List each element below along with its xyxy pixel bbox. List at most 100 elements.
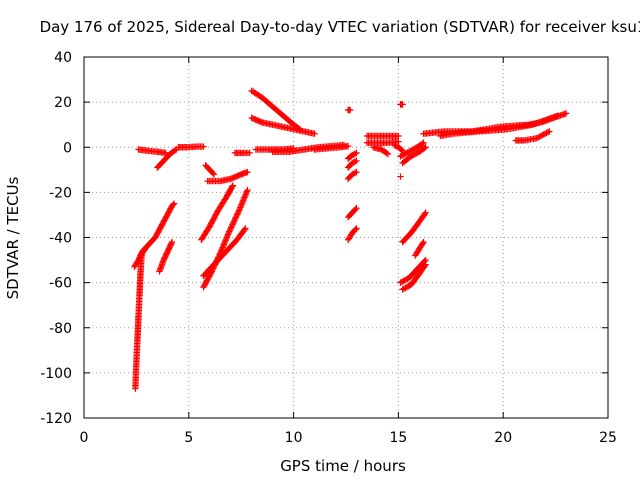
data-point bbox=[351, 158, 359, 165]
data-point bbox=[344, 142, 352, 150]
data-point bbox=[353, 168, 360, 176]
data-point bbox=[168, 238, 176, 246]
x-tick-label: 25 bbox=[599, 430, 617, 446]
data-point bbox=[230, 218, 238, 225]
data-point bbox=[233, 212, 240, 220]
data-point bbox=[397, 279, 404, 286]
data-point bbox=[419, 240, 426, 247]
data-point bbox=[234, 210, 241, 217]
grid-lines bbox=[84, 57, 608, 418]
data-point bbox=[411, 145, 418, 152]
data-point bbox=[534, 134, 542, 141]
data-point bbox=[408, 147, 415, 154]
data-point bbox=[404, 149, 411, 156]
data-point bbox=[562, 110, 570, 117]
data-point bbox=[170, 200, 178, 207]
x-tick-label: 10 bbox=[285, 430, 303, 446]
data-point bbox=[171, 147, 179, 154]
data-point bbox=[229, 182, 237, 189]
data-point bbox=[399, 286, 406, 293]
data-point bbox=[353, 204, 360, 212]
data-point bbox=[422, 144, 429, 151]
data-point bbox=[169, 201, 177, 208]
data-point bbox=[400, 285, 408, 292]
data-point bbox=[413, 150, 420, 157]
x-tick-label: 20 bbox=[494, 430, 512, 446]
y-tick-label: 20 bbox=[54, 95, 72, 111]
data-point bbox=[402, 284, 409, 292]
data-point bbox=[226, 228, 233, 235]
data-point bbox=[541, 130, 549, 137]
data-point bbox=[246, 149, 253, 157]
x-tick-label: 0 bbox=[80, 430, 89, 446]
data-point bbox=[536, 133, 543, 140]
y-tick-label: 40 bbox=[54, 50, 72, 66]
data-point bbox=[229, 221, 236, 228]
data-point bbox=[226, 226, 234, 234]
data-point bbox=[227, 225, 234, 232]
y-tick-label: -120 bbox=[40, 411, 72, 427]
data-point bbox=[349, 171, 356, 178]
data-point bbox=[404, 283, 412, 290]
data-point bbox=[400, 277, 407, 285]
data-point bbox=[352, 206, 359, 213]
chart-title: Day 176 of 2025, Sidereal Day-to-day VTE… bbox=[40, 18, 640, 36]
data-point bbox=[235, 208, 242, 216]
y-axis-ticks: -120 -100 -80 -60 -40 -20 0 20 40 bbox=[40, 50, 608, 427]
data-point bbox=[397, 153, 404, 160]
data-point bbox=[543, 129, 550, 137]
data-point bbox=[353, 149, 360, 157]
data-point bbox=[537, 132, 545, 140]
data-point bbox=[349, 159, 356, 167]
data-point bbox=[398, 146, 405, 153]
data-point bbox=[233, 211, 241, 218]
data-point bbox=[346, 106, 354, 114]
data-point bbox=[351, 169, 359, 177]
data-point bbox=[351, 150, 359, 157]
data-point bbox=[244, 168, 251, 176]
data-point bbox=[228, 183, 236, 191]
data-point bbox=[409, 152, 416, 159]
data-point bbox=[403, 283, 410, 291]
data-point bbox=[395, 138, 402, 145]
data-point bbox=[419, 140, 426, 147]
x-tick-label: 5 bbox=[184, 430, 193, 446]
data-point bbox=[421, 262, 428, 270]
data-point bbox=[544, 129, 552, 136]
data-point bbox=[350, 159, 357, 166]
data-point bbox=[352, 226, 359, 233]
data-point bbox=[400, 151, 407, 158]
data-point bbox=[231, 215, 239, 223]
data-point bbox=[402, 150, 410, 157]
data-point bbox=[232, 214, 240, 221]
data-point bbox=[554, 112, 561, 119]
data-point bbox=[422, 261, 429, 268]
x-axis-ticks: 0 5 10 15 20 25 bbox=[80, 57, 617, 446]
data-point bbox=[228, 224, 235, 231]
data-point bbox=[230, 219, 237, 227]
data-point bbox=[539, 132, 546, 139]
data-point bbox=[399, 147, 406, 154]
data-point bbox=[407, 147, 414, 155]
data-point bbox=[540, 131, 547, 138]
data-point bbox=[392, 142, 399, 149]
data-point bbox=[311, 130, 318, 137]
data-point bbox=[411, 150, 419, 158]
data-point bbox=[395, 132, 402, 140]
data-point bbox=[401, 150, 408, 158]
data-point bbox=[397, 173, 404, 180]
data-point bbox=[350, 170, 357, 177]
data-point bbox=[209, 169, 217, 177]
data-point bbox=[533, 135, 540, 142]
x-axis-label: GPS time / hours bbox=[280, 457, 406, 475]
data-point bbox=[546, 128, 553, 135]
y-tick-label: -80 bbox=[49, 321, 72, 337]
data-point bbox=[383, 149, 390, 157]
data-point bbox=[420, 238, 427, 246]
data-point bbox=[401, 277, 408, 284]
data-point bbox=[405, 148, 413, 155]
plot-frame bbox=[83, 56, 609, 419]
data-point bbox=[353, 225, 360, 232]
data-point bbox=[350, 151, 357, 158]
